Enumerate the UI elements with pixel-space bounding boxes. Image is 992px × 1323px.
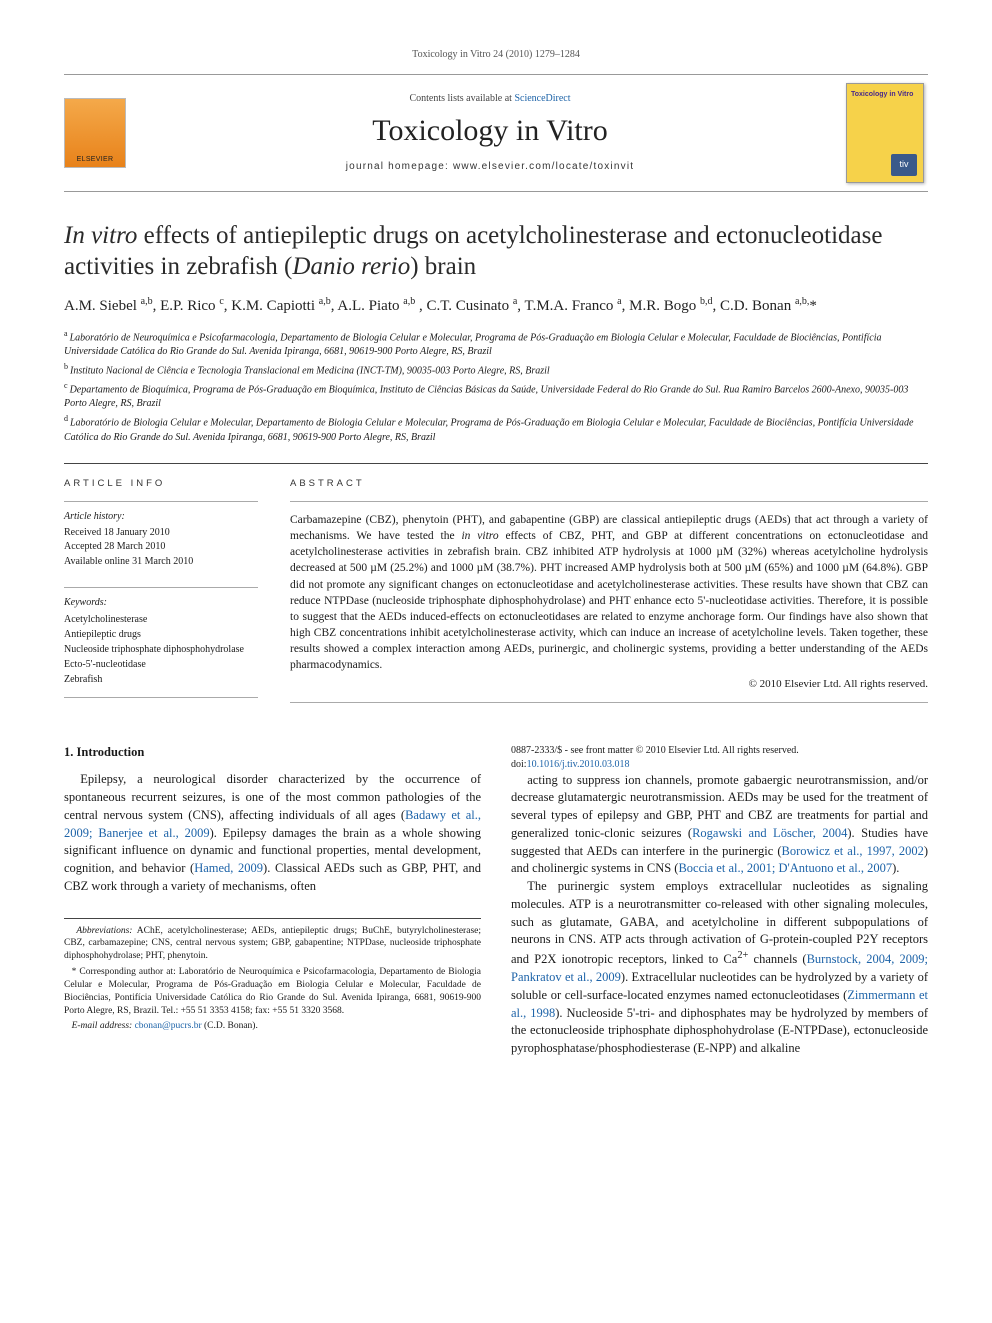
affiliation-line: dLaboratório de Biologia Celular e Molec… [64, 413, 928, 445]
abbreviations-note: Abbreviations: AChE, acetylcholinesteras… [64, 925, 481, 963]
abstract-column: ABSTRACT Carbamazepine (CBZ), phenytoin … [290, 478, 928, 715]
keywords-block: Keywords: AcetylcholinesteraseAntiepilep… [64, 587, 258, 698]
copyright-footer: 0887-2333/$ - see front matter © 2010 El… [511, 744, 928, 772]
corresponding-author-note: * Corresponding author at: Laboratório d… [64, 966, 481, 1017]
contents-available-line: Contents lists available at ScienceDirec… [150, 92, 830, 106]
abbrev-label: Abbreviations: [76, 926, 132, 936]
journal-cover-wrap [846, 83, 928, 183]
front-matter-line: 0887-2333/$ - see front matter © 2010 El… [511, 744, 928, 758]
masthead-center: Contents lists available at ScienceDirec… [150, 92, 830, 174]
keyword-line: Acetylcholinesterase [64, 612, 258, 627]
history-line: Accepted 28 March 2010 [64, 540, 258, 555]
body-paragraph: acting to suppress ion channels, promote… [511, 772, 928, 879]
article-info-head: ARTICLE INFO [64, 478, 258, 491]
doi-link[interactable]: 10.1016/j.tiv.2010.03.018 [527, 759, 630, 770]
journal-cover-icon [846, 83, 924, 183]
history-line: Available online 31 March 2010 [64, 555, 258, 570]
page-root: Toxicology in Vitro 24 (2010) 1279–1284 … [0, 0, 992, 1098]
publisher-logo-wrap [64, 98, 134, 168]
masthead: Contents lists available at ScienceDirec… [64, 74, 928, 192]
footnotes: Abbreviations: AChE, acetylcholinesteras… [64, 918, 481, 1034]
authors-line: A.M. Siebel a,b, E.P. Rico c, K.M. Capio… [64, 294, 928, 318]
affiliation-line: aLaboratório de Neuroquímica e Psicofarm… [64, 328, 928, 360]
body-paragraph: Epilepsy, a neurological disorder charac… [64, 771, 481, 895]
abstract-copyright: © 2010 Elsevier Ltd. All rights reserved… [290, 677, 928, 692]
article-title: In vitro effects of antiepileptic drugs … [64, 220, 928, 283]
abstract-body: Carbamazepine (CBZ), phenytoin (PHT), an… [290, 501, 928, 703]
contents-prefix: Contents lists available at [409, 93, 514, 104]
journal-homepage-line: journal homepage: www.elsevier.com/locat… [150, 160, 830, 174]
section-1-title: 1. Introduction [64, 744, 481, 762]
elsevier-logo-icon [64, 98, 126, 168]
meta-and-abstract: ARTICLE INFO Article history: Received 1… [64, 463, 928, 715]
homepage-url: www.elsevier.com/locate/toxinvit [453, 161, 634, 172]
corresponding-email-link[interactable]: cbonan@pucrs.br [135, 1021, 202, 1031]
journal-name: Toxicology in Vitro [150, 111, 830, 152]
affiliation-line: cDepartamento de Bioquímica, Programa de… [64, 380, 928, 412]
keywords-label: Keywords: [64, 596, 258, 610]
sciencedirect-link[interactable]: ScienceDirect [514, 93, 570, 104]
article-info-column: ARTICLE INFO Article history: Received 1… [64, 478, 258, 715]
title-italic-prefix: In vitro [64, 222, 137, 249]
keyword-line: Zebrafish [64, 672, 258, 687]
affiliations: aLaboratório de Neuroquímica e Psicofarm… [64, 328, 928, 446]
doi-prefix: doi: [511, 759, 527, 770]
affiliation-line: bInstituto Nacional de Ciência e Tecnolo… [64, 361, 928, 379]
article-history-block: Article history: Received 18 January 201… [64, 501, 258, 569]
article-body: 1. Introduction Epilepsy, a neurological… [64, 744, 928, 1059]
doi-line: doi:10.1016/j.tiv.2010.03.018 [511, 758, 928, 772]
email-label: E-mail address: [72, 1021, 133, 1031]
running-head: Toxicology in Vitro 24 (2010) 1279–1284 [64, 48, 928, 62]
email-name: (C.D. Bonan). [202, 1021, 258, 1031]
keyword-line: Nucleoside triphosphate diphosphohydrola… [64, 642, 258, 657]
keyword-line: Antiepileptic drugs [64, 627, 258, 642]
email-note: E-mail address: cbonan@pucrs.br (C.D. Bo… [64, 1020, 481, 1033]
title-suffix: ) brain [410, 253, 476, 280]
article-history-label: Article history: [64, 510, 258, 524]
history-line: Received 18 January 2010 [64, 526, 258, 541]
title-species: Danio rerio [292, 253, 410, 280]
homepage-prefix: journal homepage: [346, 161, 453, 172]
abstract-text: Carbamazepine (CBZ), phenytoin (PHT), an… [290, 514, 928, 671]
body-paragraph: The purinergic system employs extracellu… [511, 878, 928, 1058]
abstract-head: ABSTRACT [290, 478, 928, 491]
keyword-line: Ecto-5'-nucleotidase [64, 657, 258, 672]
